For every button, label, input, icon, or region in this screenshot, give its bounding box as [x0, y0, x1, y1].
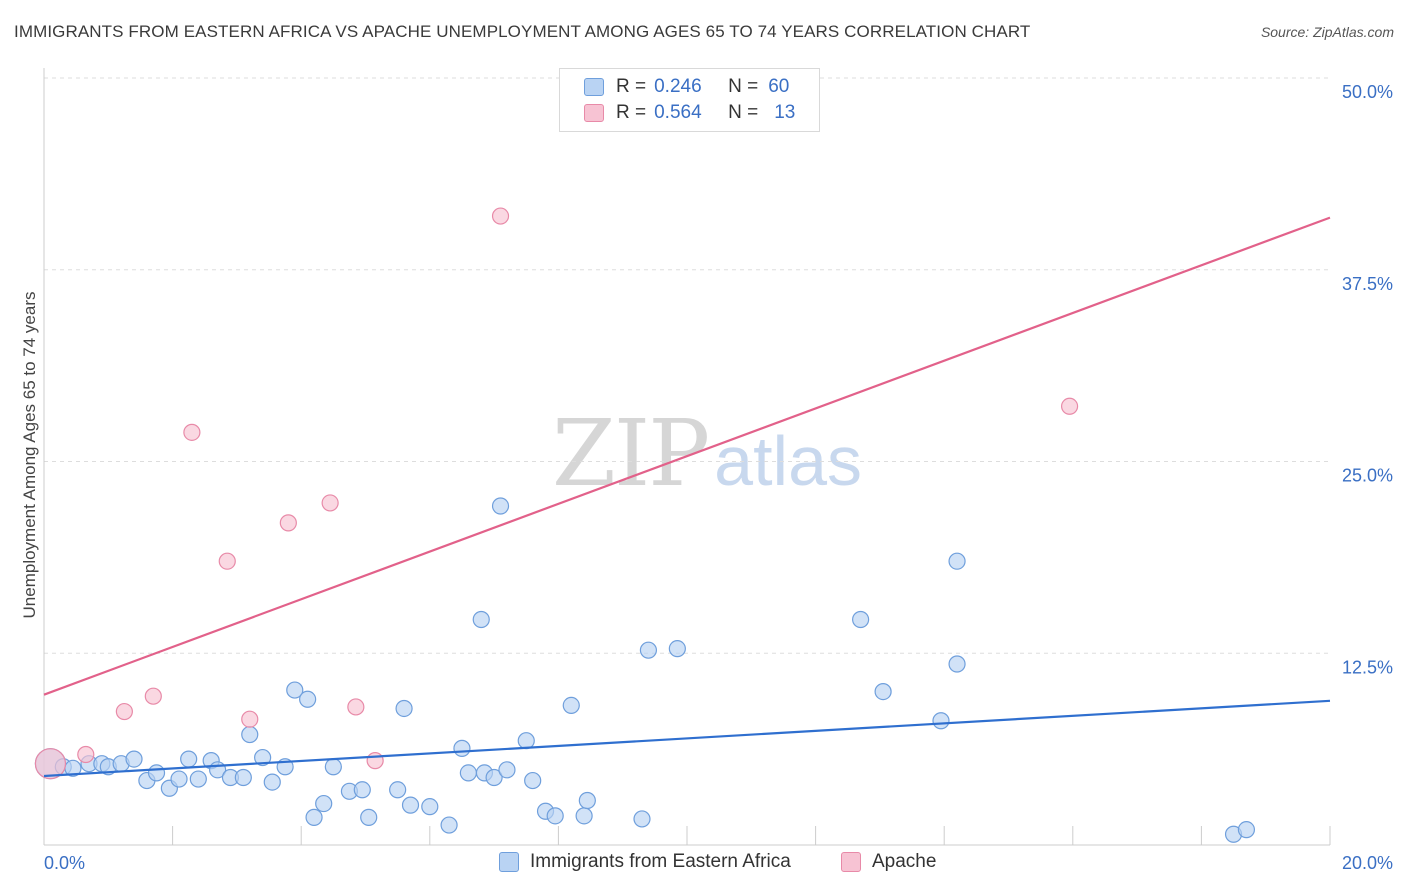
- point-immigrants: [263, 773, 281, 791]
- legend-swatch-blue: [499, 852, 519, 872]
- point-immigrants: [189, 770, 207, 788]
- point-apache: [366, 752, 384, 770]
- point-immigrants: [125, 750, 143, 768]
- y-tick-label: 50.0%: [1342, 82, 1393, 102]
- point-immigrants: [401, 796, 420, 814]
- point-immigrants: [147, 764, 166, 782]
- point-immigrants: [170, 770, 188, 788]
- point-apache: [347, 698, 365, 716]
- point-immigrants: [234, 768, 252, 787]
- point-apache: [218, 552, 236, 570]
- legend-n-label: N =: [728, 76, 759, 97]
- point-immigrants: [421, 798, 439, 816]
- point-immigrants: [1237, 821, 1256, 839]
- point-immigrants: [639, 641, 658, 659]
- legend-n-value: 60: [768, 76, 790, 97]
- point-immigrants: [562, 696, 580, 715]
- point-apache: [241, 710, 259, 728]
- legend-n-value: 13: [774, 102, 796, 123]
- x-tick-label: 0.0%: [44, 853, 85, 873]
- trendline-immigrants: [43, 699, 1331, 778]
- point-apache: [279, 514, 297, 532]
- point-apache: [1060, 397, 1079, 415]
- point-immigrants: [874, 682, 892, 701]
- point-immigrants: [668, 640, 686, 658]
- point-immigrants: [472, 610, 490, 629]
- point-immigrants: [241, 725, 259, 744]
- correlation-legend: R = 0.246 N = 60 R = 0.564 N = 13: [559, 68, 820, 132]
- y-tick-label: 12.5%: [1342, 657, 1393, 677]
- y-axis-label: Unemployment Among Ages 65 to 74 years: [20, 292, 39, 619]
- source-label: Source: ZipAtlas.com: [1260, 24, 1394, 40]
- point-immigrants: [440, 816, 458, 834]
- point-immigrants: [517, 732, 535, 750]
- point-immigrants: [932, 712, 950, 730]
- chart-title: IMMIGRANTS FROM EASTERN AFRICA VS APACHE…: [14, 22, 1031, 41]
- point-immigrants: [633, 810, 651, 828]
- point-immigrants: [498, 761, 516, 779]
- y-tick-label: 37.5%: [1342, 274, 1393, 294]
- point-apache: [115, 702, 133, 721]
- legend-row-immigrants: R = 0.246 N = 60: [584, 75, 789, 99]
- point-immigrants: [852, 610, 870, 629]
- legend-r-label: R =: [616, 102, 647, 123]
- point-immigrants: [315, 794, 333, 813]
- point-apache: [144, 687, 162, 705]
- point-immigrants: [360, 808, 378, 826]
- point-immigrants: [575, 807, 593, 825]
- legend-swatch-blue: [584, 78, 604, 96]
- point-immigrants: [453, 739, 471, 757]
- legend-swatch-pink: [841, 852, 861, 872]
- trendline-apache: [43, 216, 1331, 696]
- point-apache: [491, 207, 510, 225]
- point-immigrants: [299, 690, 317, 708]
- point-immigrants: [578, 791, 596, 810]
- legend-r-label: R =: [616, 76, 647, 97]
- point-immigrants: [485, 768, 503, 787]
- legend-label-apache: Apache: [872, 851, 937, 872]
- watermark-zip: ZIP: [552, 400, 710, 507]
- legend-r-value: 0.246: [654, 76, 702, 97]
- point-apache: [34, 748, 67, 780]
- point-immigrants: [353, 781, 371, 799]
- legend-item-apache: Apache: [841, 851, 936, 873]
- point-apache: [77, 745, 95, 764]
- x-tick-label: 20.0%: [1342, 853, 1393, 873]
- legend-item-immigrants: Immigrants from Eastern Africa: [499, 851, 791, 873]
- point-immigrants: [491, 497, 510, 515]
- point-immigrants: [459, 764, 477, 782]
- point-immigrants: [948, 655, 966, 673]
- legend-n-label: N =: [728, 102, 759, 123]
- point-immigrants: [254, 748, 272, 767]
- point-immigrants: [546, 807, 564, 825]
- series-legend: Immigrants from Eastern Africa Apache: [0, 851, 1406, 879]
- point-immigrants: [180, 750, 198, 768]
- point-immigrants: [286, 681, 304, 699]
- legend-row-apache: R = 0.564 N = 13: [584, 101, 795, 125]
- legend-r-value: 0.564: [654, 102, 702, 123]
- point-apache: [321, 494, 339, 512]
- point-immigrants: [389, 781, 407, 799]
- point-immigrants: [324, 758, 342, 776]
- point-immigrants: [305, 808, 323, 826]
- point-immigrants: [395, 699, 413, 718]
- point-apache: [183, 423, 201, 441]
- point-immigrants: [948, 552, 966, 570]
- legend-swatch-pink: [584, 104, 604, 122]
- point-immigrants: [524, 771, 542, 790]
- legend-label-immigrants: Immigrants from Eastern Africa: [530, 851, 791, 872]
- y-tick-label: 25.0%: [1342, 466, 1393, 486]
